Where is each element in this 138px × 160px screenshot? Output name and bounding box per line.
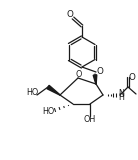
Text: HO: HO [42,108,54,116]
Text: O: O [66,10,73,19]
Text: O: O [129,72,135,81]
Text: O: O [76,69,82,79]
Text: O: O [97,67,104,76]
Text: OH: OH [84,116,96,124]
Text: HO: HO [26,88,38,96]
Text: N: N [118,88,124,97]
Text: H: H [118,93,124,103]
Polygon shape [47,85,60,95]
Polygon shape [93,75,97,84]
